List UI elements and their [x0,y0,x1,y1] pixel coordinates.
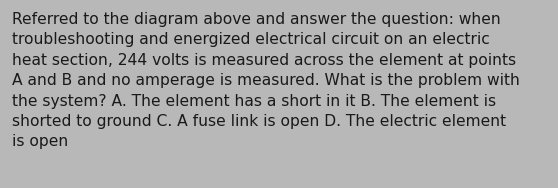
Text: Referred to the diagram above and answer the question: when
troubleshooting and : Referred to the diagram above and answer… [12,12,520,149]
